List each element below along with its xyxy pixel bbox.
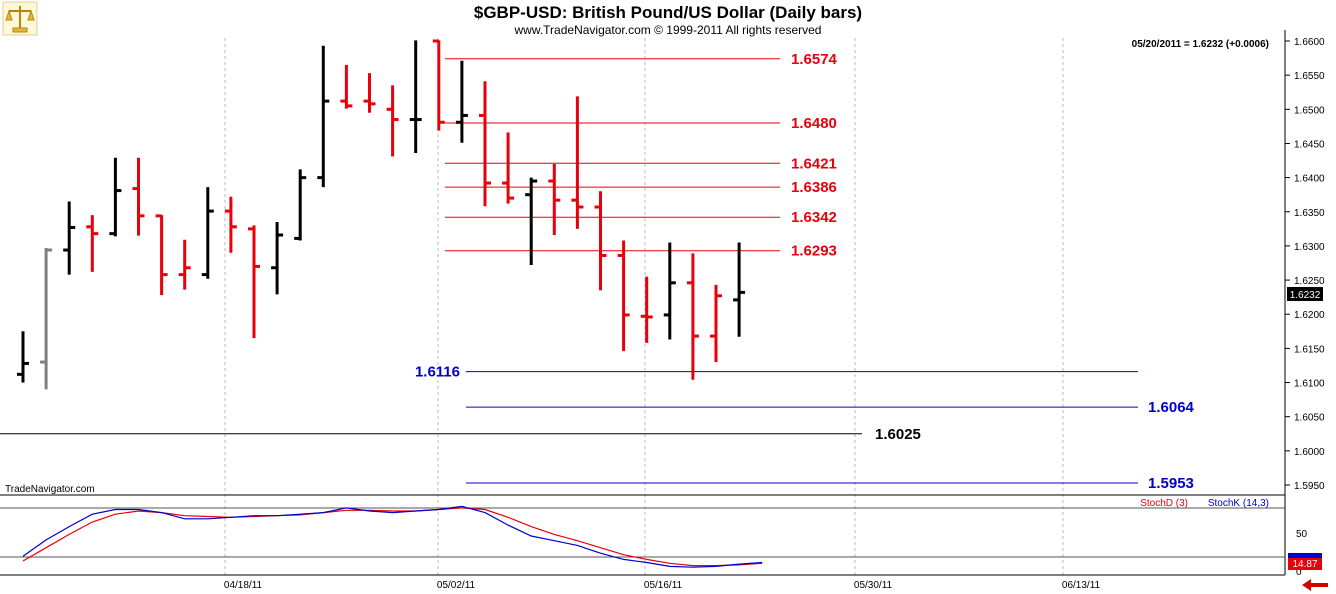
horizontal-levels: 1.6574 1.6480 1.6421 1.6386 1.6342 1.6293 1.61…	[0, 51, 1195, 492]
ohlc-bar	[548, 163, 561, 235]
ohlc-bar	[340, 64, 353, 109]
ohlc-bar	[479, 81, 491, 207]
y-tick-label: 1.6150	[1294, 344, 1325, 355]
stoch-k-value-box	[1288, 553, 1322, 559]
y-tick-label: 1.6300	[1294, 242, 1325, 253]
y-tick-label: 1.6250	[1294, 276, 1325, 287]
stoch-d-line	[22, 507, 763, 567]
stoch-k-line	[22, 505, 763, 568]
y-tick-label: 1.6550	[1294, 71, 1325, 82]
x-tick-label: 04/18/11	[224, 580, 263, 591]
level-label: 1.6386	[791, 179, 837, 196]
stoch-tick-0: 0	[1296, 567, 1302, 578]
x-tick-label: 05/16/11	[644, 580, 683, 591]
ohlc-bar	[109, 157, 122, 237]
ohlc-bar	[594, 191, 607, 291]
stoch-d-legend: StochD (3)	[1140, 498, 1188, 509]
level-label: 1.6574	[791, 51, 838, 68]
ohlc-bar	[663, 242, 676, 340]
y-tick-label: 1.6400	[1294, 174, 1325, 185]
ohlc-bar	[409, 40, 422, 154]
logo	[2, 1, 38, 36]
copyright-subtitle: www.TradeNavigator.com © 1999-2011 All r…	[514, 23, 822, 37]
last-price-label: 1.6232	[1290, 290, 1321, 301]
y-tick-label: 1.6000	[1294, 447, 1325, 458]
x-tick-label: 05/30/11	[854, 580, 893, 591]
last-price-box	[1287, 287, 1323, 301]
ohlc-bar	[733, 242, 746, 337]
ohlc-bar	[710, 284, 722, 363]
ohlc-bar	[502, 132, 515, 204]
stoch-d-value-box	[1288, 558, 1322, 570]
chart-title: $GBP-USD: British Pound/US Dollar (Daily…	[474, 3, 862, 22]
ohlc-bar	[386, 85, 399, 157]
y-tick-label: 1.6500	[1294, 105, 1325, 116]
level-label: 1.6116	[415, 364, 460, 381]
ohlc-bar	[571, 96, 584, 229]
level-label: 1.6293	[791, 243, 837, 260]
stoch-k-legend: StochK (14,3)	[1208, 498, 1269, 509]
ohlc-bar	[132, 157, 145, 236]
ohlc-bar	[178, 239, 191, 290]
level-label: 1.5953	[1148, 475, 1194, 492]
ohlc-bar	[455, 60, 468, 143]
ohlc-bar	[294, 169, 307, 241]
ohlc-bar	[317, 45, 330, 188]
ohlc-bar	[17, 331, 29, 383]
y-tick-label: 1.6450	[1294, 139, 1325, 150]
ohlc-bar	[432, 39, 445, 131]
ohlc-bar	[617, 240, 630, 352]
ohlc-bar	[155, 214, 168, 296]
ohlc-bar	[201, 187, 214, 279]
arrow-left-icon	[1302, 579, 1328, 591]
y-tick-label: 1.5950	[1294, 481, 1325, 492]
ohlc-bar	[271, 222, 284, 295]
y-tick-label: 1.6350	[1294, 208, 1325, 219]
stochastic-panel: StochD (3) StochK (14,3) 50 0 14.87	[0, 494, 1322, 578]
scroll-right-button[interactable]	[1293, 578, 1333, 592]
ohlc-bar	[224, 196, 237, 253]
y-tick-label: 1.6100	[1294, 379, 1325, 390]
ohlc-bar	[63, 201, 76, 275]
watermark: TradeNavigator.com	[5, 484, 95, 495]
ohlc-bar	[40, 247, 53, 390]
stoch-tick-50: 50	[1296, 529, 1308, 540]
ohlc-bar	[363, 73, 376, 113]
ohlc-bar	[86, 215, 99, 272]
price-axis: 1.6600 1.6550 1.6500 1.6450 1.6400 1.6350 1.63…	[1284, 30, 1325, 575]
level-label: 1.6025	[875, 426, 921, 443]
ohlc-bar	[640, 276, 653, 343]
x-tick-label: 06/13/11	[1062, 580, 1101, 591]
date-axis: 04/18/11 05/02/11 05/16/11 05/30/11 06/13/11	[0, 574, 1285, 591]
ohlc-bar	[525, 177, 538, 266]
level-label: 1.6342	[791, 209, 837, 226]
ohlc-bars	[17, 39, 746, 390]
price-gridlines	[224, 38, 1064, 575]
y-tick-label: 1.6600	[1294, 37, 1325, 48]
ohlc-bar	[248, 225, 260, 339]
stoch-last-value: 14.87	[1292, 559, 1317, 570]
y-tick-label: 1.6050	[1294, 413, 1325, 424]
y-tick-label: 1.6200	[1294, 310, 1325, 321]
level-label: 1.6421	[791, 155, 837, 172]
level-label: 1.6480	[791, 115, 837, 132]
x-tick-label: 05/02/11	[437, 580, 476, 591]
level-label: 1.6064	[1148, 399, 1195, 416]
golden-scales-icon	[2, 1, 38, 36]
ohlc-bar	[686, 253, 699, 380]
status-readout: 05/20/2011 = 1.6232 (+0.0006)	[1132, 39, 1269, 50]
